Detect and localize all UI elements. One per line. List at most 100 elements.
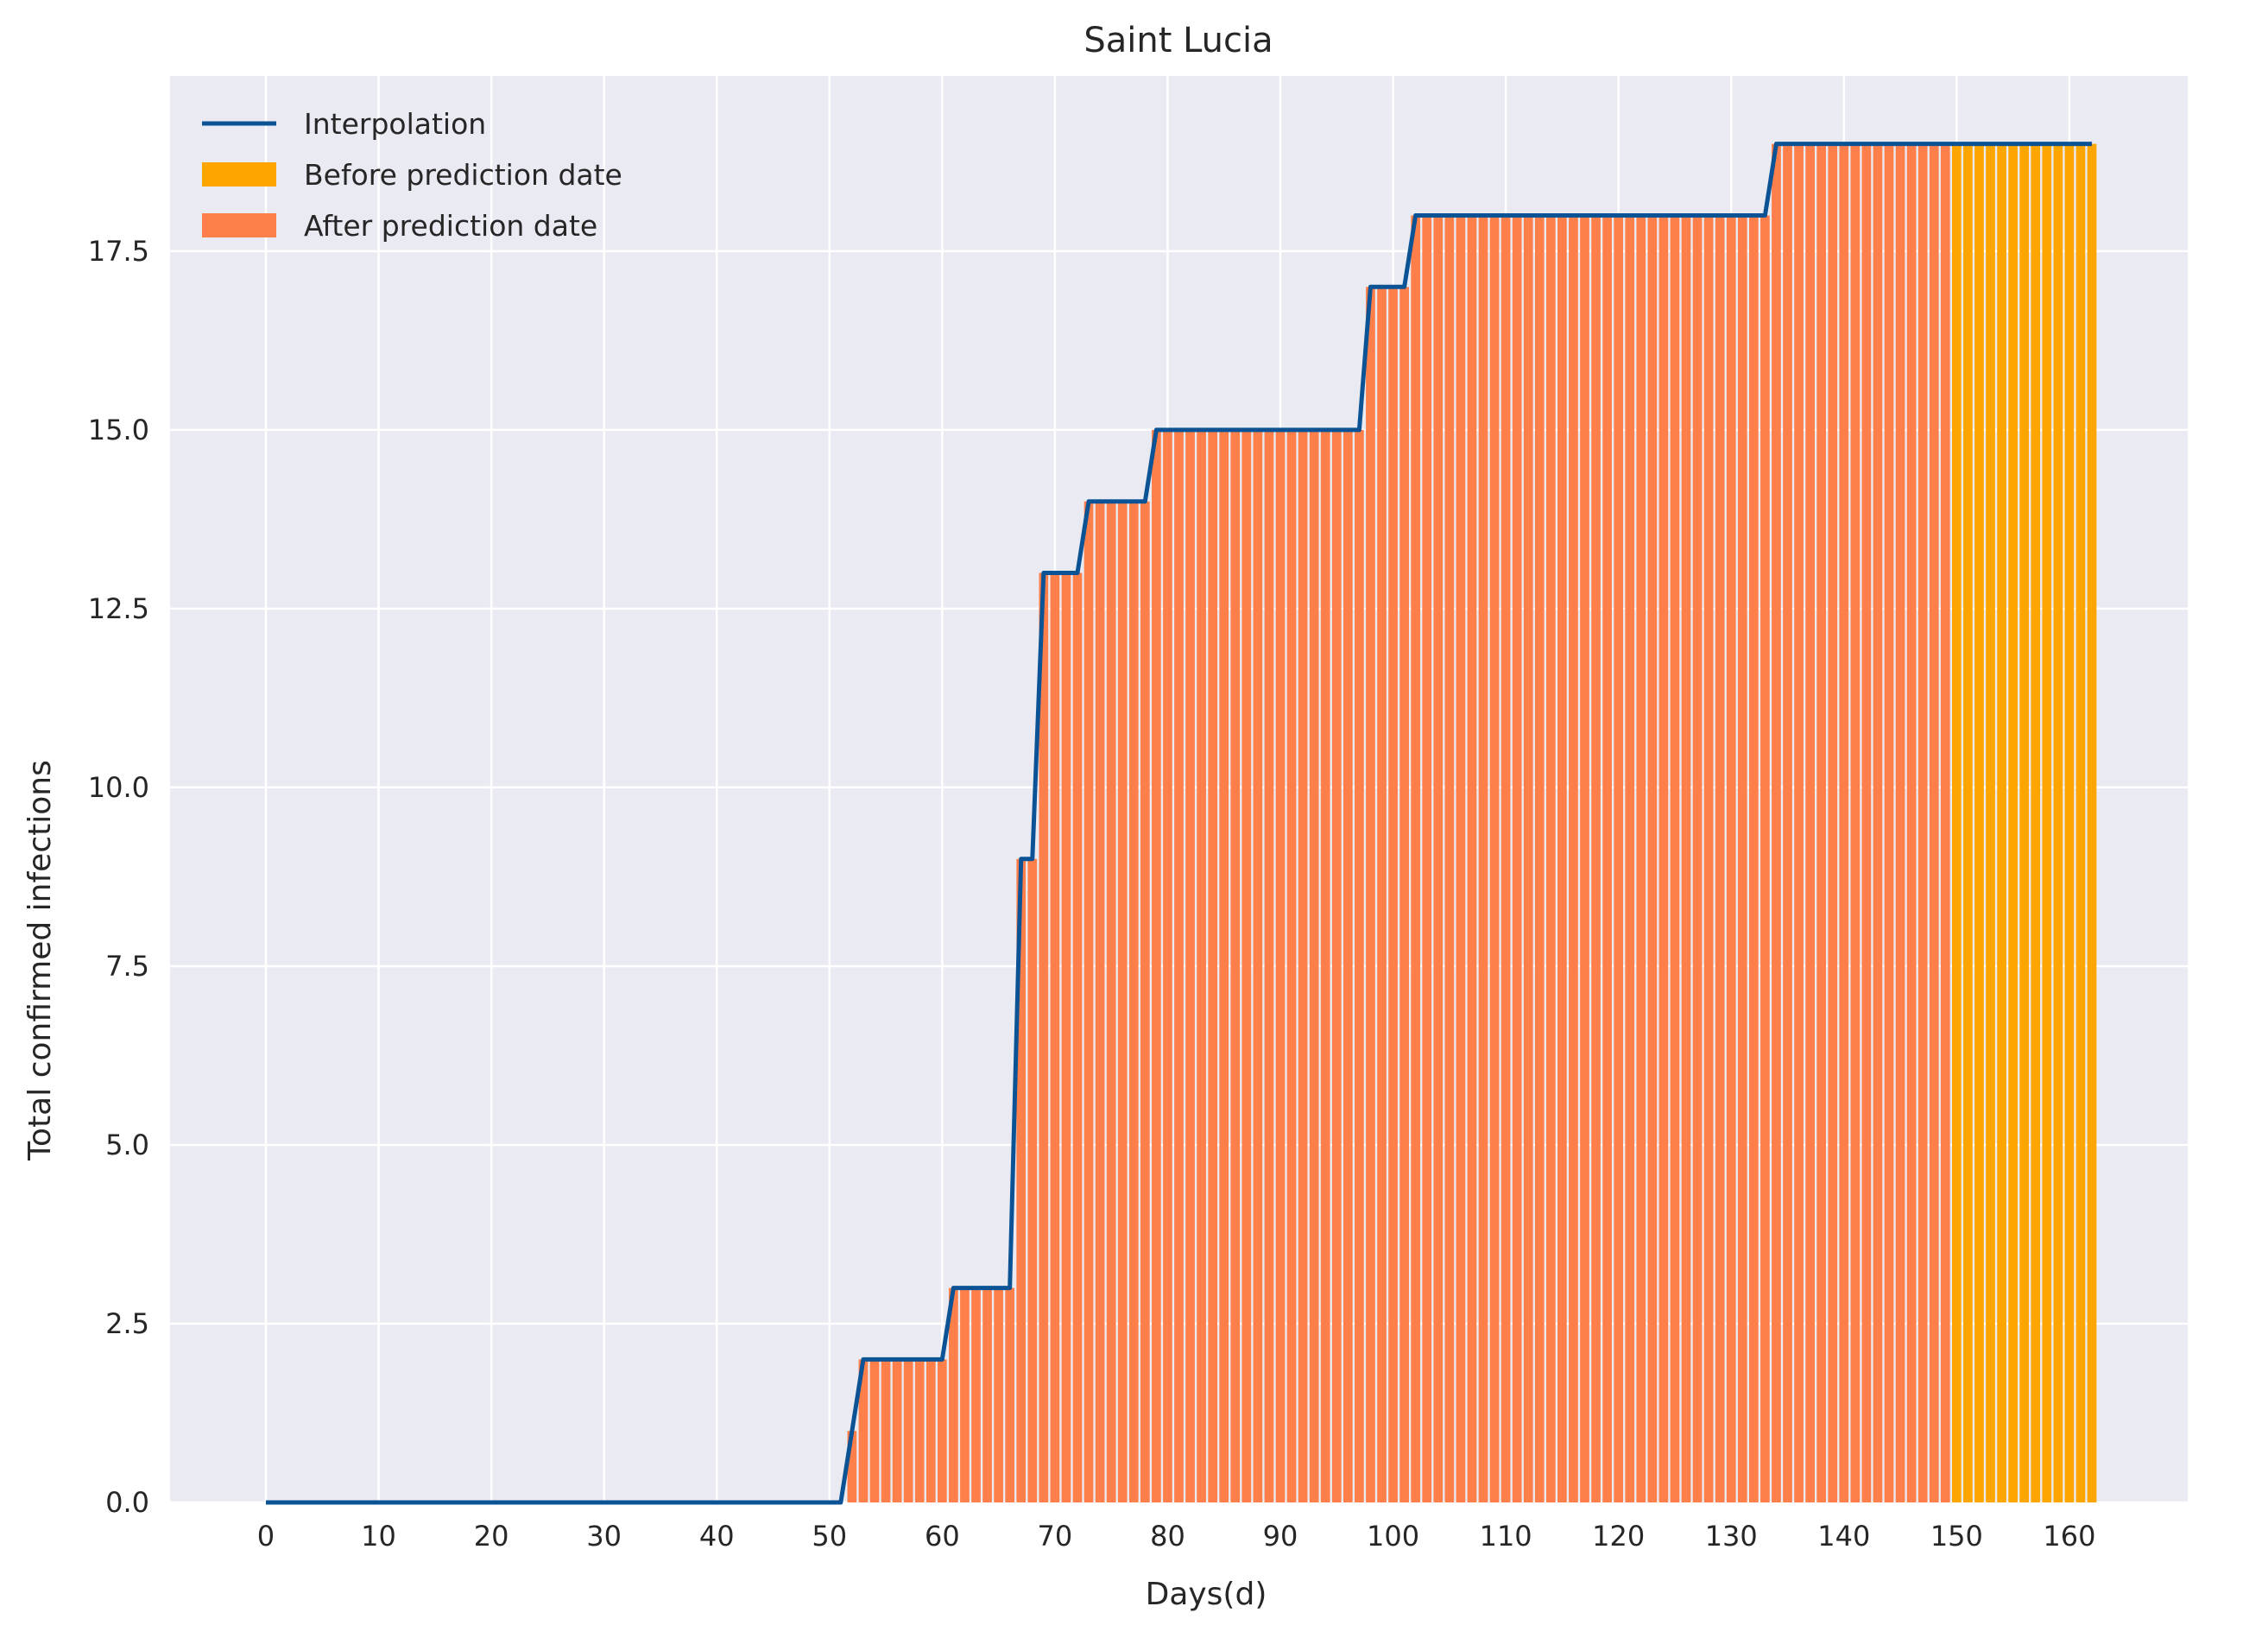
bar <box>1331 429 1342 1502</box>
legend: Interpolation Before prediction date Aft… <box>202 107 622 243</box>
bar <box>2075 143 2086 1503</box>
bar <box>1241 429 1252 1502</box>
bar <box>1906 143 1917 1503</box>
bar <box>881 1359 891 1502</box>
bar <box>1016 858 1027 1502</box>
bar <box>1929 143 1939 1503</box>
x-tick-label: 40 <box>699 1520 735 1553</box>
bar <box>1703 215 1714 1503</box>
bar <box>1106 501 1116 1502</box>
bar <box>1726 215 1736 1503</box>
legend-label-after: After prediction date <box>304 209 597 243</box>
x-tick-label: 20 <box>474 1520 509 1553</box>
bar <box>1219 429 1229 1502</box>
bar <box>1411 215 1421 1503</box>
y-tick-label: 10.0 <box>88 771 149 804</box>
bar <box>1636 215 1646 1503</box>
x-tick-label: 30 <box>586 1520 622 1553</box>
bar <box>1163 429 1172 1502</box>
bar <box>1355 429 1364 1502</box>
bar <box>1884 143 1894 1503</box>
bar <box>892 1359 902 1502</box>
x-tick-label: 0 <box>257 1520 275 1553</box>
y-tick-label: 7.5 <box>105 950 149 983</box>
bar <box>1861 143 1872 1503</box>
bar <box>1253 429 1263 1502</box>
bar <box>2053 143 2063 1503</box>
bar <box>1974 143 1984 1503</box>
bar <box>1580 215 1589 1503</box>
bar <box>869 1359 880 1502</box>
bar <box>1828 143 1838 1503</box>
bar <box>1230 429 1241 1502</box>
bar <box>1715 215 1725 1503</box>
x-tick-label: 130 <box>1705 1520 1758 1553</box>
bar <box>1850 143 1861 1503</box>
bars <box>847 143 2097 1503</box>
bar <box>1298 429 1308 1502</box>
x-tick-label: 10 <box>361 1520 396 1553</box>
legend-label-before: Before prediction date <box>304 158 622 192</box>
bar <box>1839 143 1849 1503</box>
bar <box>1534 215 1545 1503</box>
bar <box>1794 143 1804 1503</box>
x-tick-label: 80 <box>1150 1520 1185 1553</box>
bar <box>1388 287 1398 1502</box>
bar <box>1309 429 1319 1502</box>
bar <box>914 1359 925 1502</box>
bar <box>1997 143 2006 1503</box>
y-axis-title: Total confirmed infections <box>22 760 58 1161</box>
bar <box>1152 429 1161 1502</box>
bar <box>1264 429 1274 1502</box>
y-tick-label: 2.5 <box>105 1307 149 1340</box>
bar <box>1083 501 1094 1502</box>
bar <box>1737 215 1747 1503</box>
bar <box>1523 215 1533 1503</box>
x-tick-label: 70 <box>1038 1520 1073 1553</box>
bar <box>1952 143 1962 1503</box>
bar <box>1873 143 1883 1503</box>
bar <box>1072 572 1083 1502</box>
bar <box>1963 143 1973 1503</box>
bar <box>1433 215 1444 1503</box>
bar <box>1366 287 1375 1502</box>
bar <box>1545 215 1556 1503</box>
y-tick-label: 12.5 <box>88 592 149 625</box>
bar <box>1917 143 1928 1503</box>
bar <box>926 1359 936 1502</box>
bar <box>1399 287 1409 1502</box>
y-tick-label: 5.0 <box>105 1129 149 1161</box>
bar <box>2042 143 2052 1503</box>
bar <box>1005 1287 1015 1502</box>
bar <box>1095 501 1105 1502</box>
bar <box>1602 215 1612 1503</box>
bar <box>1208 429 1218 1502</box>
bar <box>960 1287 970 1502</box>
x-tick-label: 120 <box>1592 1520 1645 1553</box>
bar <box>847 1431 857 1502</box>
chart-title: Saint Lucia <box>1083 21 1273 60</box>
x-tick-label: 160 <box>2043 1520 2095 1553</box>
bar <box>1128 501 1139 1502</box>
bar <box>1658 215 1669 1503</box>
bar <box>1805 143 1815 1503</box>
bar <box>1320 429 1330 1502</box>
bar <box>1512 215 1522 1503</box>
bar <box>1783 143 1792 1503</box>
bar <box>1647 215 1658 1503</box>
bar <box>1591 215 1601 1503</box>
bar <box>2064 143 2075 1503</box>
bar <box>903 1359 913 1502</box>
bar <box>1760 215 1770 1503</box>
bar <box>1050 572 1060 1502</box>
bar <box>1772 143 1781 1503</box>
bar <box>1625 215 1635 1503</box>
bar <box>1027 858 1038 1502</box>
bar <box>1286 429 1297 1502</box>
y-tick-labels: 0.0 2.5 5.0 7.5 10.0 12.5 15.0 17.5 <box>88 235 149 1519</box>
bar <box>1557 215 1567 1503</box>
bar <box>994 1287 1003 1502</box>
legend-swatch-after <box>202 213 276 237</box>
bar <box>982 1287 992 1502</box>
bar <box>1681 215 1691 1503</box>
